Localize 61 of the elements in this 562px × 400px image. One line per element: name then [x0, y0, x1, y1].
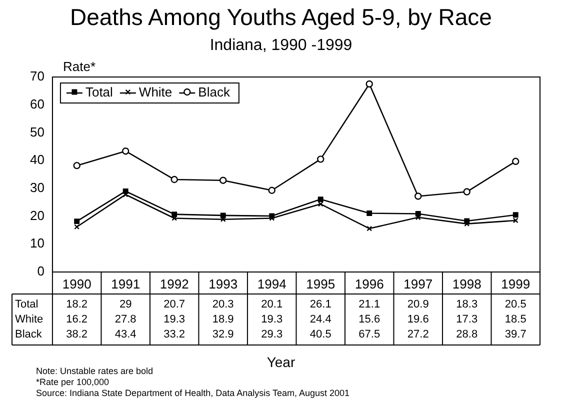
legend-label: Total	[85, 84, 114, 100]
x-tick-label: 1992	[160, 276, 189, 292]
y-tick-label: 60	[30, 96, 44, 112]
data-label: 19.3	[164, 314, 186, 326]
data-label: 24.4	[310, 314, 332, 326]
data-label: 20.7	[164, 298, 186, 311]
x-tick-label: 1998	[452, 276, 482, 292]
legend-label: Black	[198, 84, 230, 100]
chart-title: Deaths Among Youths Aged 5-9, by Race	[69, 4, 493, 31]
data-label: 17.3	[456, 314, 478, 326]
y-tick-label: 20	[30, 208, 44, 223]
data-label: 20.1	[261, 298, 283, 311]
data-label: 40.5	[310, 328, 332, 341]
y-tick-label: 0	[37, 264, 44, 279]
text: Total	[15, 298, 38, 311]
data-label: 20.3	[212, 298, 234, 311]
data-label: 39.7	[504, 328, 526, 341]
data-label: 32.9	[212, 328, 234, 341]
data-label: 21.1	[358, 298, 380, 311]
data-label: 16.2	[66, 314, 88, 326]
y-tick-label: 30	[30, 180, 44, 196]
x-tick-label: 1995	[306, 276, 336, 292]
y-tick-label: 40	[30, 152, 44, 168]
data-label: 20.5	[504, 298, 526, 311]
source-note: Source: Indiana State Department of Health, Data Analysis Team, August 2001	[36, 388, 350, 399]
data-label: 26.1	[310, 298, 332, 311]
data-label: 15.6	[358, 314, 380, 326]
chart-subtitle: Indiana, 1990 -1999	[208, 37, 354, 55]
y-tick-label: 50	[30, 124, 44, 140]
x-axis-title: Year	[266, 354, 296, 370]
x-tick-label: 1993	[208, 276, 238, 292]
x-tick-label: 1990	[62, 276, 92, 292]
data-label: 20.9	[407, 298, 429, 311]
text: *Rate per 100,000	[36, 377, 110, 388]
text: Note: Unstable rates are bold	[36, 366, 154, 376]
legend-label: White	[138, 84, 172, 100]
data-label: 28.8	[456, 328, 478, 341]
x-tick-label: 1991	[111, 276, 140, 292]
y-tick-label: 10	[30, 236, 44, 251]
y-tick-label: 70	[30, 68, 44, 84]
data-label: 67.5	[358, 328, 380, 341]
x-tick-label: 1994	[257, 276, 286, 292]
x-tick-label: 1997	[404, 276, 433, 292]
data-label: 18.5	[504, 314, 526, 326]
y-axis-title: Rate*	[63, 59, 96, 74]
data-label: 19.6	[407, 314, 429, 326]
data-label: 27.8	[114, 314, 136, 326]
data-label: 18.9	[212, 314, 234, 326]
x-tick-label: 1996	[354, 276, 384, 292]
data-label: 18.2	[66, 298, 88, 311]
text: White	[15, 314, 44, 326]
data-label: 19.3	[261, 314, 283, 326]
data-label: 33.2	[164, 328, 186, 341]
data-label: 27.2	[407, 328, 429, 341]
text: Black	[15, 328, 42, 341]
data-label: 29.3	[261, 328, 283, 341]
data-label: 29	[119, 298, 132, 311]
data-label: 43.4	[114, 328, 136, 341]
data-label: 38.2	[66, 328, 88, 341]
x-tick-label: 1999	[501, 276, 530, 292]
data-label: 18.3	[456, 298, 478, 311]
